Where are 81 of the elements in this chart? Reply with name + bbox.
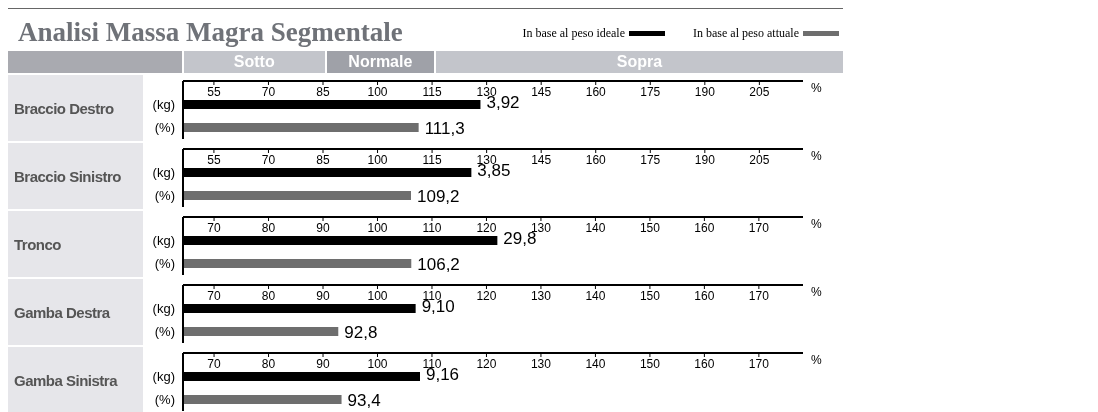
y-tick-label: (%) <box>154 256 175 272</box>
y-tick-label: (kg) <box>152 301 175 317</box>
text: Sopra <box>435 51 843 73</box>
y-tick-label: (%) <box>154 120 175 136</box>
x-axis-title: % <box>811 353 822 367</box>
x-tick-label: 140 <box>585 289 606 303</box>
x-tick-label: 160 <box>585 85 607 99</box>
y-axis-title: Braccio Sinistro <box>8 143 143 209</box>
y-tick-label: (kg) <box>152 165 175 181</box>
x-tick-label: 140 <box>585 221 606 235</box>
x-tick-label: 145 <box>531 153 552 167</box>
y-tick-label: (%) <box>154 324 175 340</box>
x-tick-label: 160 <box>694 221 715 235</box>
x-tick-label: 115 <box>422 153 442 167</box>
text: Sotto <box>183 51 325 73</box>
x-tick-label: 70 <box>207 221 222 235</box>
x-tick-label: 100 <box>367 357 388 371</box>
x-tick-label: 160 <box>585 153 607 167</box>
x-tick-label: 100 <box>367 221 388 235</box>
x-tick-label: 55 <box>207 85 221 99</box>
x-tick-label: 175 <box>640 153 661 167</box>
x-tick-label: 100 <box>367 289 388 303</box>
x-tick-label: 70 <box>261 153 276 167</box>
x-tick-label: 70 <box>261 85 276 99</box>
x-tick-label: 190 <box>694 153 716 167</box>
x-tick-label: 150 <box>639 221 661 235</box>
y-axis-title: Braccio Destro <box>8 75 143 141</box>
data-label: 109,2 <box>417 186 460 206</box>
x-tick-label: 130 <box>530 357 552 371</box>
x-tick-label: 90 <box>316 221 331 235</box>
data-label: 106,2 <box>417 254 460 274</box>
y-axis-title: Gamba Sinistra <box>8 347 143 412</box>
x-axis-title: % <box>811 81 822 95</box>
x-tick-label: 120 <box>476 357 497 371</box>
x-tick-label: 170 <box>748 357 770 371</box>
x-tick-label: 175 <box>640 85 661 99</box>
x-tick-label: 150 <box>639 357 661 371</box>
x-tick-label: 55 <box>207 153 221 167</box>
x-tick-label: 130 <box>530 289 552 303</box>
legend-label: In base al peso ideale <box>522 26 627 41</box>
x-tick-label: 70 <box>207 357 222 371</box>
x-tick-label: 85 <box>316 153 330 167</box>
x-tick-label: 205 <box>749 85 770 99</box>
x-tick-label: 140 <box>585 357 606 371</box>
data-label: 93,4 <box>347 390 381 410</box>
x-tick-label: 80 <box>261 357 276 371</box>
x-tick-label: 170 <box>748 221 770 235</box>
x-tick-label: 90 <box>316 357 331 371</box>
y-tick-label: (kg) <box>152 233 175 249</box>
y-tick-label: (kg) <box>152 97 175 113</box>
x-tick-label: 110 <box>422 221 442 235</box>
x-tick-label: 120 <box>476 221 497 235</box>
x-axis-title: % <box>811 149 822 163</box>
y-axis-title: Gamba Destra <box>8 279 143 345</box>
x-tick-label: 80 <box>261 221 276 235</box>
x-tick-label: 100 <box>367 85 388 99</box>
legend-label: In base al peso attuale <box>693 26 800 41</box>
x-tick-label: 120 <box>476 289 497 303</box>
x-tick-label: 150 <box>639 289 661 303</box>
x-tick-label: 85 <box>316 85 330 99</box>
x-tick-label: 70 <box>207 289 222 303</box>
x-axis-title: % <box>811 217 822 231</box>
x-tick-label: 80 <box>261 289 276 303</box>
y-tick-label: (kg) <box>152 369 175 385</box>
x-tick-label: 160 <box>694 289 715 303</box>
y-axis-title: Tronco <box>8 211 143 277</box>
x-tick-label: 115 <box>422 85 442 99</box>
x-axis-title: % <box>811 285 822 299</box>
x-tick-label: 190 <box>694 85 716 99</box>
chart-title: Analisi Massa Magra Segmentale <box>18 16 403 49</box>
y-tick-label: (%) <box>154 188 175 204</box>
data-label: 92,8 <box>344 322 378 342</box>
x-tick-label: 170 <box>748 289 770 303</box>
x-tick-label: 100 <box>367 153 388 167</box>
x-tick-label: 145 <box>531 85 552 99</box>
x-tick-label: 205 <box>749 153 770 167</box>
text: Normale <box>326 51 434 73</box>
x-tick-label: 160 <box>694 357 715 371</box>
x-tick-label: 90 <box>316 289 331 303</box>
data-label: 111,3 <box>424 118 465 138</box>
y-tick-label: (%) <box>154 392 175 408</box>
